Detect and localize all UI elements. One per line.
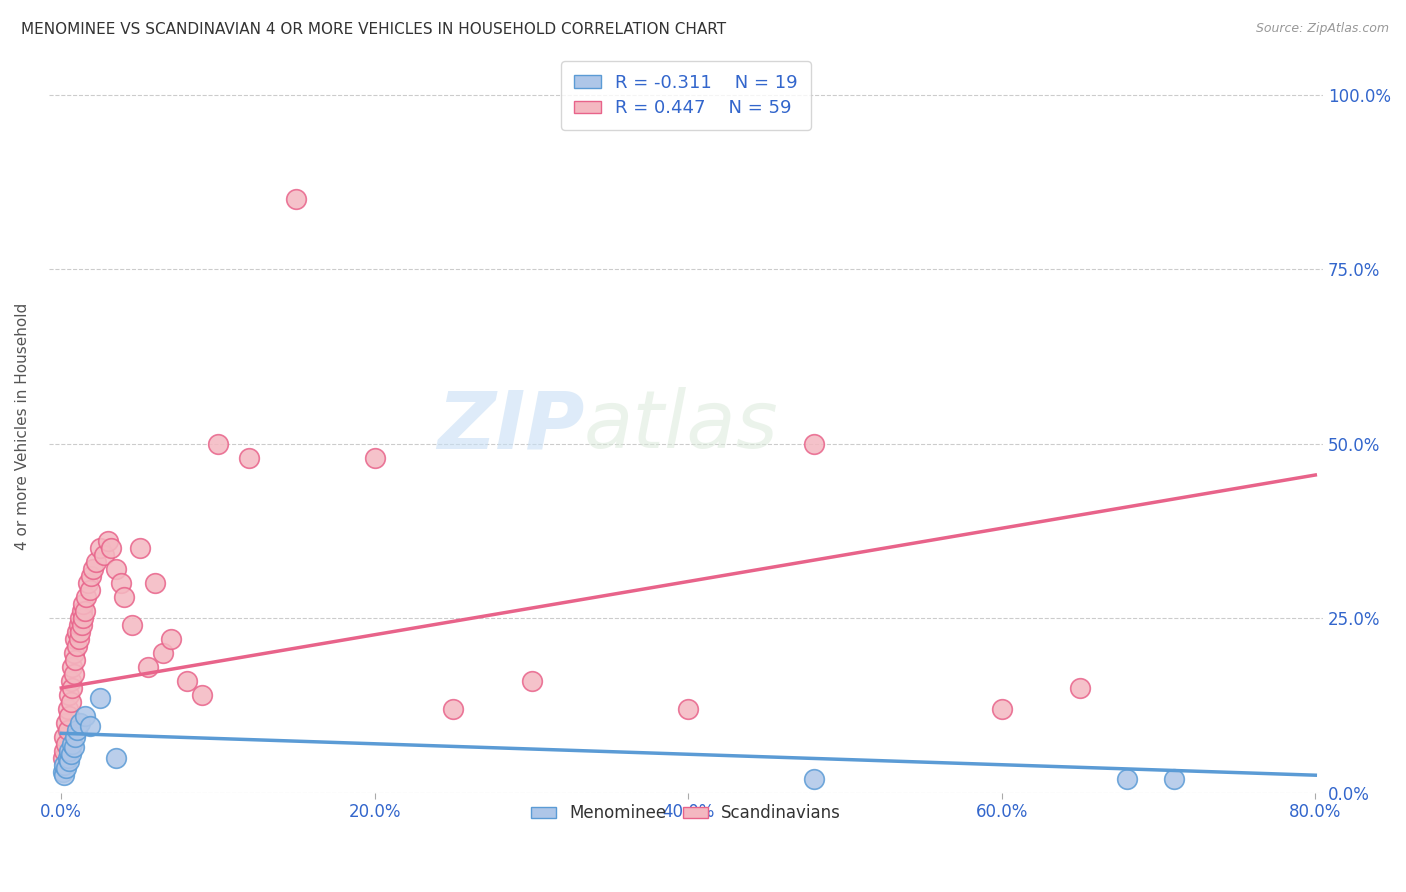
Point: [136, 660, 159, 674]
Point: [79, 583, 101, 598]
Point: [60, 737, 83, 751]
Point: [77, 576, 100, 591]
Point: [1116, 772, 1139, 786]
Point: [238, 450, 260, 465]
Point: [143, 576, 166, 591]
Point: [191, 688, 214, 702]
Point: [66, 639, 89, 653]
Point: [70, 604, 93, 618]
Point: [803, 436, 825, 450]
Point: [82, 562, 104, 576]
Point: [69, 625, 91, 640]
Point: [105, 562, 128, 576]
Point: [63, 646, 86, 660]
Point: [72, 597, 94, 611]
Point: [105, 750, 128, 764]
Point: [73, 604, 96, 618]
Point: [58, 709, 80, 723]
Y-axis label: 4 or more Vehicles in Household: 4 or more Vehicles in Household: [15, 302, 30, 549]
Point: [63, 740, 86, 755]
Point: [110, 576, 132, 591]
Point: [69, 611, 91, 625]
Point: [58, 754, 80, 768]
Point: [65, 730, 87, 744]
Point: [128, 541, 150, 556]
Point: [67, 632, 90, 646]
Point: [207, 436, 229, 450]
Point: [53, 744, 76, 758]
Text: atlas: atlas: [583, 387, 779, 465]
Point: [59, 695, 82, 709]
Point: [79, 719, 101, 733]
Point: [520, 673, 543, 688]
Point: [72, 611, 94, 625]
Point: [73, 709, 96, 723]
Point: [55, 715, 77, 730]
Point: [58, 744, 80, 758]
Point: [66, 723, 89, 737]
Point: [441, 702, 464, 716]
Point: [52, 764, 75, 779]
Point: [65, 653, 87, 667]
Point: [59, 747, 82, 762]
Point: [93, 549, 115, 563]
Text: MENOMINEE VS SCANDINAVIAN 4 OR MORE VEHICLES IN HOUSEHOLD CORRELATION CHART: MENOMINEE VS SCANDINAVIAN 4 OR MORE VEHI…: [21, 22, 727, 37]
Point: [152, 646, 174, 660]
Point: [56, 723, 79, 737]
Text: ZIP: ZIP: [437, 387, 583, 465]
Point: [112, 590, 135, 604]
Point: [56, 702, 79, 716]
Point: [55, 737, 77, 751]
Point: [803, 772, 825, 786]
Legend: Menominee, Scandinavians: Menominee, Scandinavians: [517, 791, 855, 836]
Point: [65, 632, 87, 646]
Point: [991, 702, 1014, 716]
Point: [58, 688, 80, 702]
Point: [53, 768, 76, 782]
Point: [60, 660, 83, 674]
Point: [285, 192, 308, 206]
Point: [89, 691, 111, 706]
Point: [56, 750, 79, 764]
Point: [97, 534, 120, 549]
Point: [63, 667, 86, 681]
Point: [52, 750, 75, 764]
Point: [53, 730, 76, 744]
Point: [678, 702, 700, 716]
Point: [89, 541, 111, 556]
Point: [84, 555, 107, 569]
Text: Source: ZipAtlas.com: Source: ZipAtlas.com: [1256, 22, 1389, 36]
Point: [66, 625, 89, 640]
Point: [75, 590, 97, 604]
Point: [364, 450, 387, 465]
Point: [80, 569, 103, 583]
Point: [176, 673, 198, 688]
Point: [160, 632, 183, 646]
Point: [55, 761, 77, 775]
Point: [100, 541, 122, 556]
Point: [70, 618, 93, 632]
Point: [53, 757, 76, 772]
Point: [1163, 772, 1185, 786]
Point: [60, 681, 83, 695]
Point: [1069, 681, 1091, 695]
Point: [59, 673, 82, 688]
Point: [69, 715, 91, 730]
Point: [121, 618, 143, 632]
Point: [67, 618, 90, 632]
